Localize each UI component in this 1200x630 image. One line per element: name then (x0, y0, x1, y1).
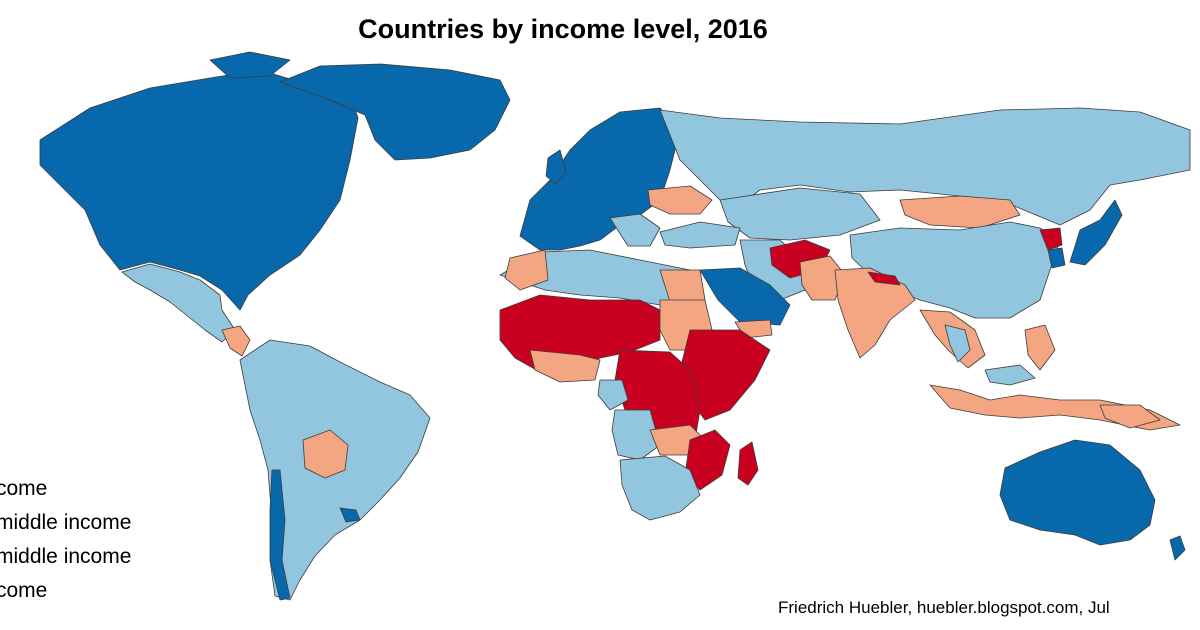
morocco-region (504, 249, 549, 291)
pakistan-region (799, 255, 846, 301)
southern-africa-region (619, 455, 701, 521)
map-legend: come middle income middle income come (0, 472, 131, 608)
legend-item-high-income: come (0, 477, 48, 500)
korea-north-region (1039, 227, 1063, 251)
bolivia-region (302, 429, 349, 479)
north-america-region (39, 69, 359, 311)
legend-item-low-income: come (0, 579, 48, 602)
legend-item-upper-middle-income: middle income (0, 511, 132, 534)
west-africa-coast-region (529, 349, 601, 383)
thailand-region (944, 324, 971, 363)
ukraine-region (647, 185, 713, 215)
philippines-region (1024, 324, 1056, 371)
central-america-region (221, 325, 251, 357)
korea-south-region (1047, 247, 1066, 269)
source-credit: Friedrich Huebler, huebler.blogspot.com,… (778, 598, 1110, 617)
legend-item-lower-middle-income: middle income (0, 545, 132, 568)
malaysia-region (984, 364, 1036, 386)
madagascar-region (737, 441, 759, 486)
png-region (1099, 404, 1161, 429)
japan-region (1069, 199, 1123, 266)
australia-region (999, 439, 1156, 546)
balkans-region (609, 213, 661, 247)
nepal-region (867, 271, 901, 286)
turkey-region (659, 221, 741, 249)
saudi-arabia-region (699, 267, 791, 326)
mongolia-region (899, 195, 1021, 229)
gabon-region (597, 379, 629, 411)
greenland-region (279, 63, 511, 161)
canada-islands-region (209, 51, 291, 79)
uruguay-region (339, 507, 361, 523)
new-zealand-region (1169, 535, 1186, 561)
chile-region (269, 469, 291, 601)
map-title: Countries by income level, 2016 (358, 14, 768, 44)
uk-region (545, 149, 567, 185)
